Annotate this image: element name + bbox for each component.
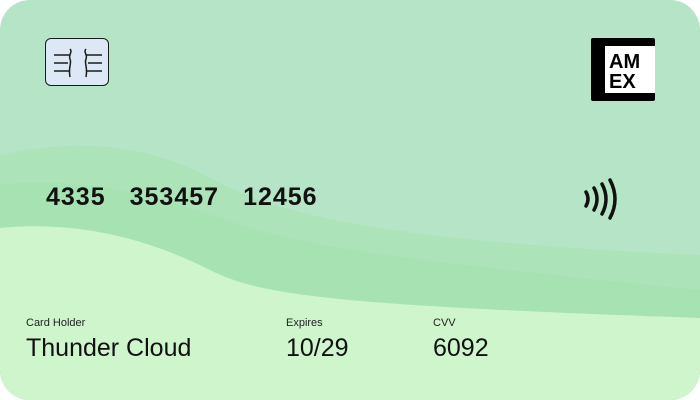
cvv-value: 6092 <box>433 334 489 362</box>
card-number-group-2: 353457 <box>129 183 220 211</box>
card-number: 4335 353457 12456 <box>46 183 318 212</box>
card-holder-name: Thunder Cloud <box>26 334 192 362</box>
svg-text:EX: EX <box>609 71 636 93</box>
contactless-icon <box>584 178 617 220</box>
card-holder-field: Card Holder Thunder Cloud <box>26 317 191 363</box>
card-holder-label: Card Holder <box>26 317 86 329</box>
svg-text:AM: AM <box>609 51 640 73</box>
cvv-label: CVV <box>433 317 456 329</box>
chip-icon <box>45 38 109 86</box>
expires-label: Expires <box>286 317 323 329</box>
card-number-group-3: 12456 <box>243 183 318 211</box>
amex-logo-icon: AM EX <box>591 38 655 101</box>
expires-value: 10/29 <box>286 334 349 362</box>
cvv-field: CVV 6092 <box>433 317 489 363</box>
card-number-group-1: 4335 <box>46 183 106 211</box>
expires-field: Expires 10/29 <box>286 317 349 363</box>
